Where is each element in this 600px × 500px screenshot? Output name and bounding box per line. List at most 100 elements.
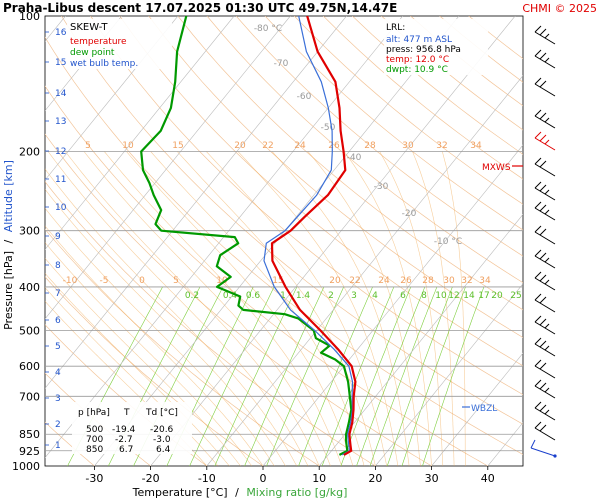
- mixing-ratio-label: 3: [351, 291, 357, 301]
- theta-label-lower: 5: [173, 276, 179, 286]
- table-row-500-t: -19.4: [112, 425, 136, 435]
- isotherm-line: [45, 16, 291, 320]
- mixing-ratio-label: 17: [478, 291, 489, 301]
- isotherm-line: [45, 16, 122, 112]
- mixing-ratio-line: [214, 286, 298, 466]
- mixing-ratio-line: [166, 286, 254, 466]
- theta-label-upper: 10: [122, 141, 134, 151]
- isotherm-label: -80 °C: [254, 24, 282, 34]
- isotherms: [45, 16, 523, 466]
- altitude-tick-label: 13: [55, 117, 66, 127]
- wind-barb: [534, 131, 556, 151]
- altitude-tick-label: 7: [55, 289, 61, 299]
- table-row-850-td: 6.4: [156, 445, 171, 455]
- theta-label-upper: 26: [328, 141, 340, 151]
- mixing-ratio-label: 4: [372, 291, 378, 301]
- altitude-tick-label: 10: [55, 203, 67, 213]
- table-row-500-p: 500: [86, 425, 103, 435]
- legend-item-wet-bulb: wet bulb temp.: [70, 59, 138, 69]
- isotherm-line: [45, 16, 179, 181]
- mixing-ratio-label: 1.4: [296, 291, 311, 301]
- mixing-ratio-line: [189, 286, 275, 466]
- altitude-tick-label: 1: [55, 441, 61, 451]
- table-header-p: p [hPa]: [78, 408, 110, 418]
- isotherm-line: [150, 16, 516, 466]
- pressure-tick-label: 300: [19, 225, 40, 238]
- mixing-ratio-line: [244, 286, 325, 466]
- legend-background: [67, 19, 172, 69]
- lrl-title: LRL:: [386, 23, 405, 33]
- wind-barb: [534, 49, 556, 69]
- lrl-temp: temp: 12.0 °C: [386, 55, 449, 65]
- chart-title: Praha-Libus descent 17.07.2025 01:30 UTC…: [3, 1, 397, 15]
- pressure-ticks: 100 200 300 400 500 600 700 850 925 1000: [12, 10, 40, 473]
- theta-label-lower: 32: [461, 276, 472, 286]
- pressure-tick-label: 925: [19, 445, 40, 458]
- theta-label-upper: 34: [470, 141, 482, 151]
- mixing-ratio-label: 25: [510, 291, 521, 301]
- theta-label-lower: 0: [139, 276, 145, 286]
- table-header-t: T: [123, 408, 130, 418]
- legend-item-dew-point: dew point: [70, 48, 115, 58]
- theta-label-upper: 30: [402, 141, 414, 151]
- temperature-tick-label: -10: [198, 472, 216, 485]
- dry-adiabat-line: [45, 228, 320, 466]
- credit-label: CHMI © 2025: [522, 2, 597, 15]
- mixing-ratio-line: [422, 286, 485, 466]
- theta-label-lower: 10: [216, 276, 228, 286]
- pressure-tick-label: 400: [19, 281, 40, 294]
- pressure-tick-label: 700: [19, 390, 40, 403]
- lrl-alt: alt: 477 m ASL: [386, 35, 452, 45]
- pressure-tick-label: 500: [19, 325, 40, 338]
- temperature-ticks: -30 -20 -10 0 10 20 30 40: [85, 466, 495, 485]
- wind-barbs: [530, 25, 557, 458]
- y-axis-title: Pressure [hPa] / Altitude [km]: [2, 160, 15, 330]
- altitude-tick-label: 14: [55, 89, 67, 99]
- altitude-tick-label: 9: [55, 232, 61, 242]
- isotherm-label: -20: [402, 209, 417, 219]
- wind-barb: [534, 337, 556, 357]
- wind-barb: [534, 421, 556, 441]
- isotherm-label: -10 °C: [434, 237, 462, 247]
- lrl-background: [384, 19, 488, 75]
- table-row-850-p: 850: [86, 445, 103, 455]
- isotherm-label: -60: [297, 92, 312, 102]
- dry-adiabat-line: [45, 85, 489, 466]
- isotherm-line: [262, 144, 523, 466]
- x-axis-label-temperature: Temperature [°C]: [132, 486, 228, 499]
- series-line-temperature: [270, 16, 357, 456]
- table-row-700-t: -2.7: [115, 435, 133, 445]
- temperature-tick-label: -20: [142, 472, 160, 485]
- theta-labels-upper: 5 10 15 20 22 24 26 28 30 32 34: [85, 141, 482, 151]
- temperature-tick-label: 0: [260, 472, 267, 485]
- wind-barb: [534, 249, 556, 269]
- altitude-tick-label: 2: [55, 420, 61, 430]
- dry-adiabat-line: [206, 16, 523, 284]
- level-table: p [hPa] T Td [°C] 500 -19.4 -20.6 700 -2…: [72, 402, 192, 455]
- temperature-tick-label: 10: [312, 472, 326, 485]
- table-row-700-p: 700: [86, 435, 103, 445]
- theta-label-lower: 30: [443, 276, 455, 286]
- theta-label-upper: 28: [364, 141, 376, 151]
- isotherm-label: -50: [321, 123, 336, 133]
- series-line-wet-bulb-temp-: [263, 16, 354, 456]
- temperature-tick-label: 30: [425, 472, 439, 485]
- isotherm-labels: -80 °C -70 -60 -50 -40 -30 -20 -10 °C: [254, 24, 462, 247]
- legend: SKEW-T temperature dew point wet bulb te…: [67, 19, 172, 69]
- dry-adiabat-line: [119, 16, 523, 367]
- altitude-tick-label: 15: [55, 58, 66, 68]
- mixing-ratio-label: 0.4: [223, 291, 238, 301]
- x-axis-title: Temperature [°C] / Mixing ratio [g/kg]: [132, 486, 348, 499]
- temperature-tick-label: 20: [368, 472, 382, 485]
- pressure-tick-label: 200: [19, 145, 40, 158]
- x-axis-separator: /: [235, 486, 239, 499]
- altitude-tick-label: 3: [55, 394, 61, 404]
- mixing-ratio-line: [356, 286, 426, 466]
- dry-adiabat-line: [61, 16, 523, 425]
- y-axis-label-pressure: Pressure [hPa]: [2, 251, 15, 330]
- x-axis-label-mixing: Mixing ratio [g/kg]: [246, 486, 347, 499]
- y-axis-separator: /: [2, 239, 15, 243]
- theta-label-lower: 24: [378, 276, 390, 286]
- theta-label-upper: 22: [262, 141, 273, 151]
